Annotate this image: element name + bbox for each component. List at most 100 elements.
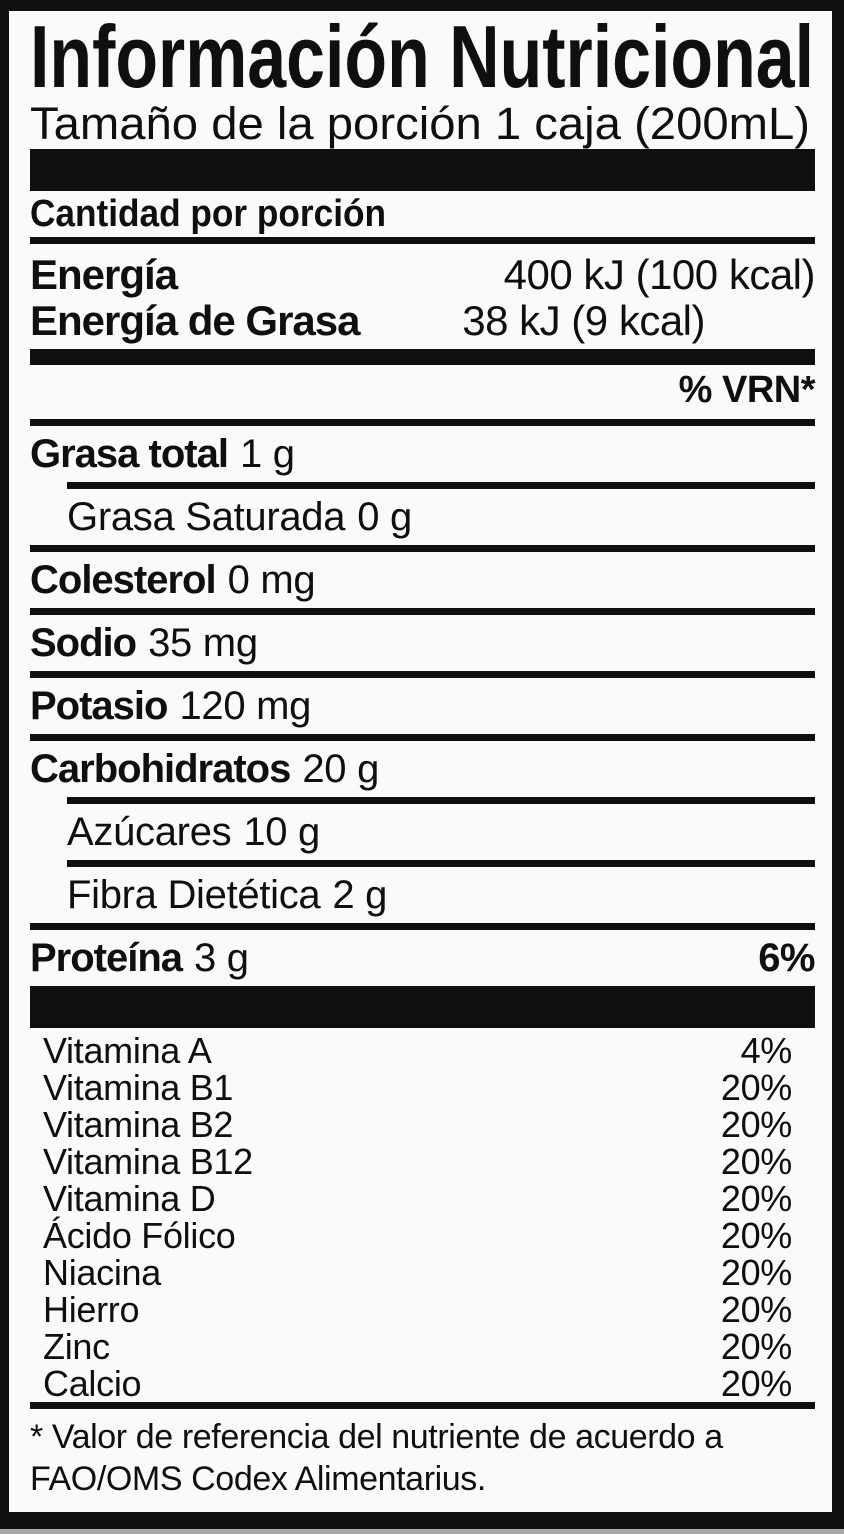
micronutrient-percent: 20%	[720, 1178, 792, 1219]
nutrient-value: 1 g	[239, 432, 295, 476]
micronutrient-row: Calcio 20%	[30, 1365, 815, 1402]
nutrient-text: Proteína 3 g	[30, 937, 249, 979]
nutrient-name: Carbohidratos	[30, 747, 291, 791]
micronutrient-percent: 20%	[720, 1289, 792, 1330]
divider-rule	[67, 860, 815, 867]
micronutrient-name: Niacina	[43, 1252, 161, 1293]
nutrient-value: 0 mg	[227, 558, 316, 602]
nutrient-text: Fibra Dietética 2 g	[67, 874, 387, 916]
nutrient-text: Grasa Saturada 0 g	[67, 496, 412, 538]
micronutrient-percent: 20%	[720, 1104, 792, 1145]
divider-rule	[30, 608, 815, 615]
micronutrient-name: Vitamina B2	[43, 1104, 234, 1145]
nutrient-value: 20 g	[302, 747, 380, 791]
energy-name: Energía de Grasa	[30, 297, 360, 344]
nutrient-text: Sodio 35 mg	[30, 622, 258, 664]
micronutrient-percent: 20%	[720, 1326, 792, 1367]
nutrient-value: 3 g	[194, 936, 249, 980]
micronutrient-name: Vitamina A	[43, 1030, 212, 1071]
nutrient-name: Grasa total	[30, 432, 229, 476]
nutrient-row: Grasa total 1 g	[30, 426, 815, 482]
micronutrient-row: Vitamina B12 20%	[30, 1143, 815, 1180]
micronutrients-section: Vitamina A 4% Vitamina B1 20% Vitamina B…	[30, 1032, 815, 1402]
nutrient-row: Carbohidratos 20 g	[30, 741, 815, 797]
nutrient-name: Potasio	[30, 684, 168, 728]
micronutrient-name: Vitamina B12	[43, 1141, 253, 1182]
micronutrient-percent: 20%	[720, 1141, 792, 1182]
divider-rule	[30, 671, 815, 678]
micronutrient-row: Vitamina B1 20%	[30, 1069, 815, 1106]
divider-rule	[30, 237, 815, 244]
daily-value-header: % VRN*	[678, 369, 816, 411]
micronutrient-row: Ácido Fólico 20%	[30, 1217, 815, 1254]
nutrient-row: Azúcares 10 g	[30, 804, 815, 860]
nutrient-text: Azúcares 10 g	[67, 811, 320, 853]
serving-size-wrap: Tamaño de la porción 1 caja (200mL)	[30, 103, 810, 149]
energy-row: Energía 400 kJ (100 kcal)	[30, 251, 816, 298]
serving-size-text: Tamaño de la porción 1 caja (200mL)	[30, 103, 810, 149]
nutrient-name: Sodio	[30, 621, 137, 665]
nutrient-row: Colesterol 0 mg	[30, 552, 815, 608]
nutrient-name: Fibra Dietética	[67, 873, 321, 917]
nutrient-row: Potasio 120 mg	[30, 678, 815, 734]
energy-value: 38 kJ (9 kcal)	[462, 297, 705, 344]
bottom-edge-strip	[0, 1529, 844, 1534]
energy-value: 400 kJ (100 kcal)	[503, 251, 816, 298]
micronutrient-name: Calcio	[43, 1363, 142, 1404]
micronutrient-row: Vitamina B2 20%	[30, 1106, 815, 1143]
amount-per-serving-wrap: Cantidad por porción	[30, 193, 386, 235]
separator-bar-protein	[30, 986, 815, 1028]
micronutrient-row: Vitamina D 20%	[30, 1180, 815, 1217]
nutrient-value: 120 mg	[179, 684, 312, 728]
nutrients-section: Grasa total 1 g Grasa Saturada 0 g	[30, 426, 815, 986]
nutrient-text: Colesterol 0 mg	[30, 558, 316, 602]
divider-rule	[67, 797, 815, 804]
nutrient-row: Fibra Dietética 2 g	[30, 867, 815, 923]
nutrient-name: Proteína	[30, 936, 183, 980]
label-paper: Información Nutricional Tamaño de la por…	[9, 11, 832, 1512]
title-wrap: Información Nutricional	[30, 11, 814, 103]
energy-name: Energía	[30, 251, 178, 298]
divider-rule	[30, 545, 815, 552]
nutrient-name: Colesterol	[30, 558, 217, 602]
micronutrient-percent: 20%	[720, 1215, 792, 1256]
micronutrient-row: Niacina 20%	[30, 1254, 815, 1291]
micronutrient-name: Zinc	[43, 1326, 110, 1367]
divider-rule	[30, 923, 815, 930]
nutrient-row: Grasa Saturada 0 g	[30, 489, 815, 545]
page-title: Información Nutricional	[30, 11, 814, 103]
footnote-line2: FAO/OMS Codex Alimentarius.	[30, 1460, 486, 1498]
micronutrient-name: Hierro	[43, 1289, 140, 1330]
nutrient-row: Proteína 3 g 6%	[30, 930, 815, 986]
micronutrient-name: Ácido Fólico	[43, 1215, 236, 1256]
divider-rule	[30, 734, 815, 741]
micronutrient-name: Vitamina B1	[43, 1067, 234, 1108]
micronutrient-percent: 20%	[720, 1067, 792, 1108]
divider-rule	[67, 482, 815, 489]
divider-rule	[30, 419, 815, 426]
micronutrient-row: Hierro 20%	[30, 1291, 815, 1328]
energy-row: Energía de Grasa 38 kJ (9 kcal)	[30, 298, 815, 344]
nutrient-text: Carbohidratos 20 g	[30, 748, 379, 790]
nutrient-row: Sodio 35 mg	[30, 615, 815, 671]
micronutrient-percent: 20%	[720, 1363, 792, 1404]
nutrient-value: 35 mg	[148, 621, 258, 665]
nutrient-text: Potasio 120 mg	[30, 685, 311, 727]
amount-per-serving-text: Cantidad por porción	[30, 193, 386, 235]
divider-rule	[30, 1402, 815, 1409]
footnote-line1: * Valor de referencia del nutriente de a…	[30, 1418, 723, 1456]
micronutrient-name: Vitamina D	[43, 1178, 216, 1219]
micronutrient-percent: 4%	[740, 1030, 793, 1071]
micronutrient-row: Zinc 20%	[30, 1328, 815, 1365]
nutrient-name: Azúcares	[67, 810, 232, 854]
separator-bar-mid	[30, 349, 815, 365]
nutrient-percent: 6%	[758, 936, 815, 980]
footnote: * Valor de referencia del nutriente de a…	[30, 1416, 815, 1500]
micronutrient-percent: 20%	[720, 1252, 792, 1293]
energy-section: Energía 400 kJ (100 kcal) Energía de Gra…	[30, 251, 816, 344]
micronutrient-row: Vitamina A 4%	[30, 1032, 815, 1069]
nutrient-value: 0 g	[357, 495, 412, 539]
nutrient-name: Grasa Saturada	[67, 495, 346, 539]
nutrient-value: 10 g	[243, 810, 320, 854]
